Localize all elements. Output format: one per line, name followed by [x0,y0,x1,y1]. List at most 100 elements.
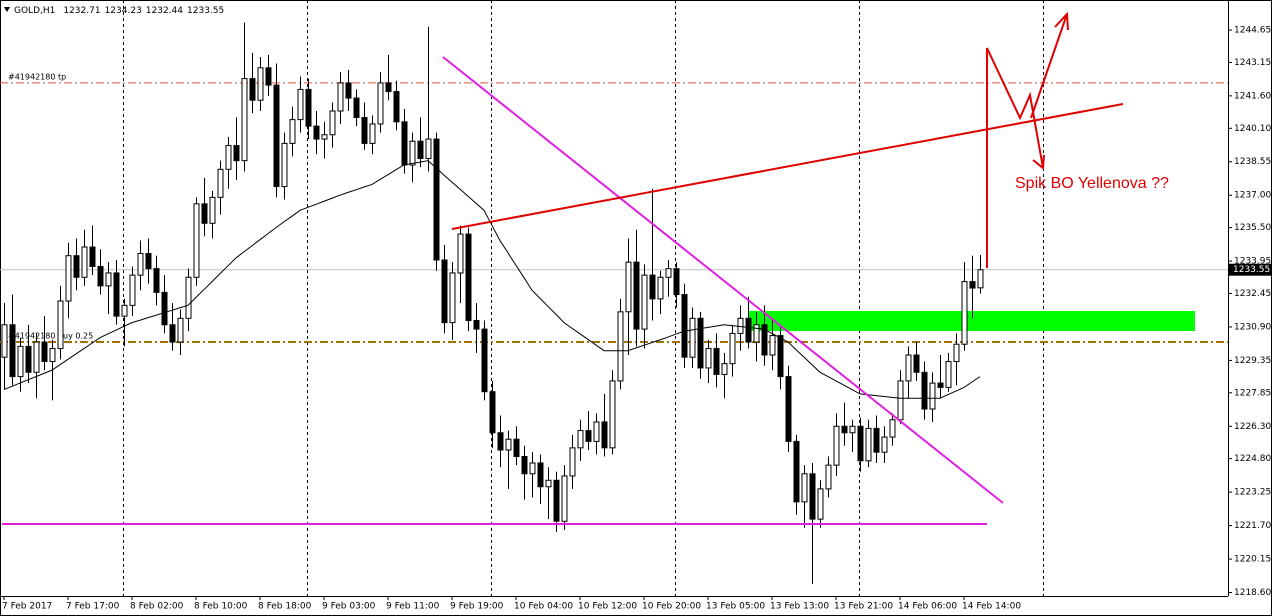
candle-body [889,419,896,438]
trend-line [442,56,1004,504]
candle-body [849,425,856,434]
candle-body [137,253,144,276]
moving-average [3,160,981,399]
price-tag-label: 1233.55 [1233,265,1270,275]
candle-body [65,255,72,302]
x-tick-label: 8 Feb 02:00 [130,602,184,612]
x-tick-label: 10 Feb 04:00 [514,602,573,612]
candle-body [841,425,848,434]
y-tick-label: 1244.65 [1234,26,1271,36]
candle-body [97,265,104,287]
candle-body [529,462,536,475]
levels: #41942180 tp #41942180 buy 0.25 [0,72,1228,344]
arrow-head [1032,154,1045,170]
candle-body [945,360,952,388]
candle-body [313,125,320,140]
candle-body [465,233,472,321]
candle-body [705,348,712,369]
candle-body [825,464,832,490]
candle-body [801,473,808,503]
candle-body [577,430,584,449]
candle-body [81,246,88,278]
x-tick-label: 9 Feb 11:00 [386,602,440,612]
y-tick-label: 1220.15 [1234,555,1271,565]
candle-body [217,168,224,198]
candle-body [953,343,960,362]
candle-body [89,246,96,267]
candle-body [929,382,936,410]
candle-body [777,335,784,378]
candle-body [145,253,152,270]
candle-body [969,281,976,289]
candle-body [745,317,752,343]
candle-body [9,324,16,378]
candle-body [857,425,864,462]
candle-body [585,430,592,442]
candle-body [369,123,376,144]
trend-line [451,103,1124,230]
candle-body [121,304,128,317]
candle-body [353,97,360,118]
candle-body [865,427,872,462]
x-tick-label: 8 Feb 18:00 [258,602,312,612]
y-tick-label: 1233.95 [1234,257,1271,267]
candle-body [601,421,608,449]
candle-body [513,438,520,458]
zone [748,311,1195,331]
candle-body [593,421,600,442]
candle-body [481,328,488,393]
candle-body [649,274,656,300]
candle-body [521,456,528,475]
candle-body [457,233,464,274]
y-tick-label: 1232.45 [1234,289,1271,299]
candle-body [153,268,160,293]
candle-body [721,363,728,375]
candle-body [785,376,792,442]
x-tick-label: 10 Feb 20:00 [642,602,701,612]
candle-body [113,272,120,317]
level-label: #41942180 buy 0.25 [8,332,93,341]
candle-body [297,88,304,121]
candle-body [49,348,56,362]
y-tick-label: 1243.15 [1234,58,1271,68]
candle-body [665,268,672,278]
candle-body [337,82,344,112]
candle-body [433,138,440,261]
candle-body [73,255,80,278]
x-tick-label: 13 Feb 05:00 [706,602,765,612]
candle-body [609,380,616,449]
candle-body [265,67,272,86]
x-tick-label: 9 Feb 03:00 [322,602,376,612]
candle-body [33,341,40,373]
y-tick-label: 1226.30 [1234,422,1271,432]
candle-body [425,138,432,160]
plot [0,22,1228,584]
candle-body [833,425,840,466]
candle-body [241,78,248,162]
candle-body [169,324,176,343]
candle-body [225,145,232,170]
candle-body [201,203,208,224]
open-value: 1232.71 [63,6,100,16]
candle-body [961,281,968,345]
candle-body [569,447,576,477]
y-tick-label: 1238.55 [1234,157,1271,167]
candle-body [617,311,624,382]
candle-body [449,272,456,324]
candle-body [185,276,192,319]
y-tick-label: 1221.70 [1234,521,1271,531]
candle-body [897,380,904,421]
candle-body [737,317,744,334]
candle-body [761,324,768,356]
arrow-head [1054,11,1069,31]
high-value: 1234.23 [105,6,142,16]
candle-body [713,348,720,375]
y-tick-label: 1229.35 [1234,356,1271,366]
x-tick-label: 13 Feb 13:00 [770,602,829,612]
candle-body [249,78,256,101]
chart-header: GOLD,H1 1232.71 1234.23 1232.44 1233.55 [14,6,224,16]
annotation: Spik BO Yellenova ?? [1015,175,1169,192]
candle-body [977,269,984,289]
candle-body [537,462,544,488]
